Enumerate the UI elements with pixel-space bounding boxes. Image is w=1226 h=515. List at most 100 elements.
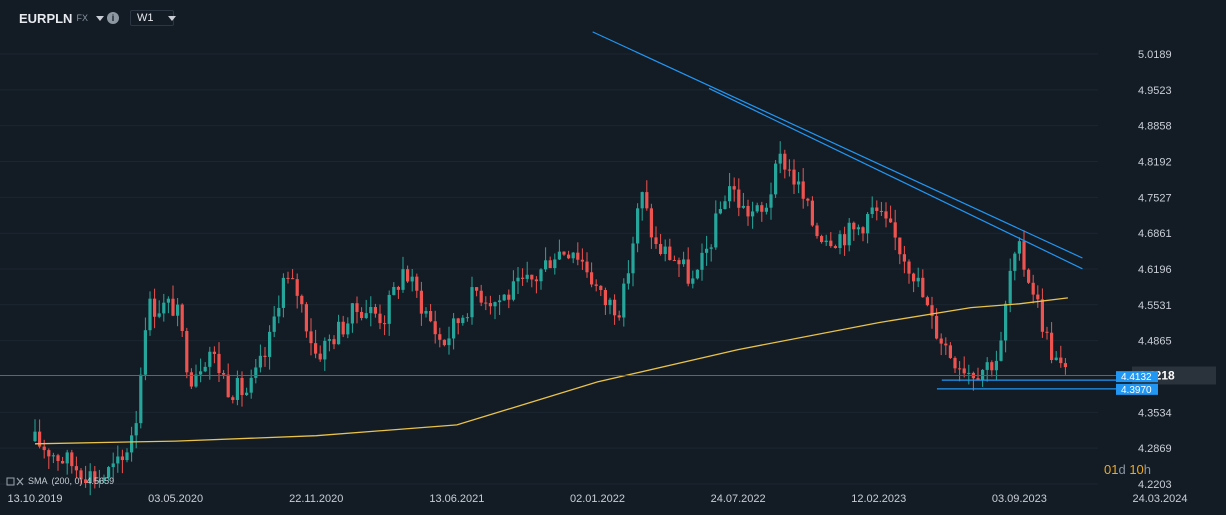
candle-down bbox=[939, 338, 943, 344]
candle-down bbox=[442, 339, 446, 346]
x-tick-label: 13.10.2019 bbox=[7, 493, 62, 505]
y-tick-label: 5.0189 bbox=[1138, 49, 1172, 61]
symbol-selector[interactable]: EURPLN FX bbox=[19, 8, 104, 28]
candle-down bbox=[806, 198, 810, 201]
x-tick-label: 03.09.2023 bbox=[992, 493, 1047, 505]
candle-up bbox=[143, 330, 147, 375]
candle-up bbox=[769, 194, 773, 208]
y-tick-label: 4.2869 bbox=[1138, 443, 1172, 455]
candle-up bbox=[327, 339, 331, 341]
candle-down bbox=[1040, 299, 1044, 332]
countdown-days: 01 bbox=[1104, 462, 1119, 477]
y-tick-label: 4.8858 bbox=[1138, 121, 1172, 133]
candle-down bbox=[599, 285, 603, 291]
candle-up bbox=[125, 452, 129, 461]
candle-down bbox=[314, 343, 318, 354]
candle-up bbox=[97, 480, 101, 483]
x-tick-label: 02.01.2022 bbox=[570, 493, 625, 505]
indicator-legend[interactable]: SMA (200, 0) 4.5659 bbox=[6, 476, 114, 486]
candle-down bbox=[833, 246, 837, 249]
candle-down bbox=[875, 207, 879, 211]
candle-down bbox=[521, 277, 525, 279]
candle-up bbox=[166, 298, 170, 303]
candle-down bbox=[921, 277, 925, 298]
candle-up bbox=[1013, 253, 1017, 271]
candle-down bbox=[930, 305, 934, 316]
candle-down bbox=[378, 313, 382, 324]
candle-up bbox=[157, 313, 161, 317]
candle-up bbox=[700, 252, 704, 270]
candle-down bbox=[732, 186, 736, 190]
candle-up bbox=[1004, 303, 1008, 341]
candle-up bbox=[65, 452, 69, 464]
candle-up bbox=[107, 467, 111, 478]
y-tick-label: 4.5531 bbox=[1138, 300, 1172, 312]
candle-down bbox=[686, 259, 690, 284]
candle-down bbox=[120, 456, 124, 461]
candle-up bbox=[268, 331, 272, 357]
candle-up bbox=[636, 208, 640, 244]
candle-up bbox=[461, 317, 465, 324]
candle-down bbox=[962, 368, 966, 374]
candle-up bbox=[663, 246, 667, 255]
candle-up bbox=[967, 372, 971, 374]
candle-down bbox=[958, 368, 962, 370]
candle-down bbox=[295, 279, 299, 296]
y-tick-label: 4.3534 bbox=[1138, 407, 1172, 419]
candle-down bbox=[948, 345, 952, 358]
candle-down bbox=[189, 372, 193, 387]
candle-up bbox=[254, 367, 258, 378]
candle-up bbox=[622, 283, 626, 318]
candle-down bbox=[222, 373, 226, 375]
candle-down bbox=[672, 260, 676, 262]
candle-down bbox=[217, 353, 221, 374]
candle-down bbox=[912, 273, 916, 282]
indicator-name: SMA bbox=[28, 476, 48, 486]
candle-down bbox=[829, 240, 833, 247]
timeframe-label: W1 bbox=[137, 12, 154, 24]
settings-icon[interactable] bbox=[6, 477, 24, 486]
candle-up bbox=[130, 435, 134, 453]
candle-down bbox=[976, 378, 980, 380]
candle-up bbox=[544, 260, 548, 270]
candle-down bbox=[47, 450, 51, 457]
candle-down bbox=[810, 200, 814, 226]
candle-down bbox=[456, 318, 460, 324]
support-price-box bbox=[1116, 383, 1158, 395]
timeframe-selector[interactable]: W1 bbox=[130, 10, 176, 26]
candle-down bbox=[415, 276, 419, 291]
candle-down bbox=[760, 205, 764, 212]
candle-down bbox=[373, 306, 377, 314]
candle-down bbox=[93, 471, 97, 483]
y-tick-label: 4.8192 bbox=[1138, 157, 1172, 169]
candle-up bbox=[682, 259, 686, 265]
candle-down bbox=[935, 315, 939, 339]
candle-down bbox=[488, 303, 492, 307]
candle-down bbox=[185, 331, 189, 373]
candles bbox=[33, 141, 1067, 496]
candle-up bbox=[447, 338, 451, 346]
countdown-days-unit: d bbox=[1118, 462, 1126, 477]
x-tick-label: 03.05.2020 bbox=[148, 493, 203, 505]
candle-up bbox=[148, 298, 152, 331]
candle-up bbox=[981, 369, 985, 380]
candle-up bbox=[755, 205, 759, 212]
candle-up bbox=[916, 277, 920, 282]
candle-down bbox=[898, 237, 902, 255]
candle-down bbox=[562, 251, 566, 255]
x-tick-label: 22.11.2020 bbox=[289, 493, 343, 505]
candle-up bbox=[33, 431, 37, 442]
candle-down bbox=[677, 260, 681, 265]
trend-lines[interactable] bbox=[592, 31, 1156, 390]
candle-down bbox=[534, 279, 538, 282]
candle-down bbox=[654, 237, 658, 245]
candle-down bbox=[1036, 294, 1040, 300]
candle-down bbox=[843, 234, 847, 246]
candle-up bbox=[870, 207, 874, 215]
candle-down bbox=[1050, 332, 1054, 361]
info-icon[interactable]: i bbox=[107, 12, 119, 24]
candle-down bbox=[861, 227, 865, 234]
candle-up bbox=[277, 307, 281, 317]
